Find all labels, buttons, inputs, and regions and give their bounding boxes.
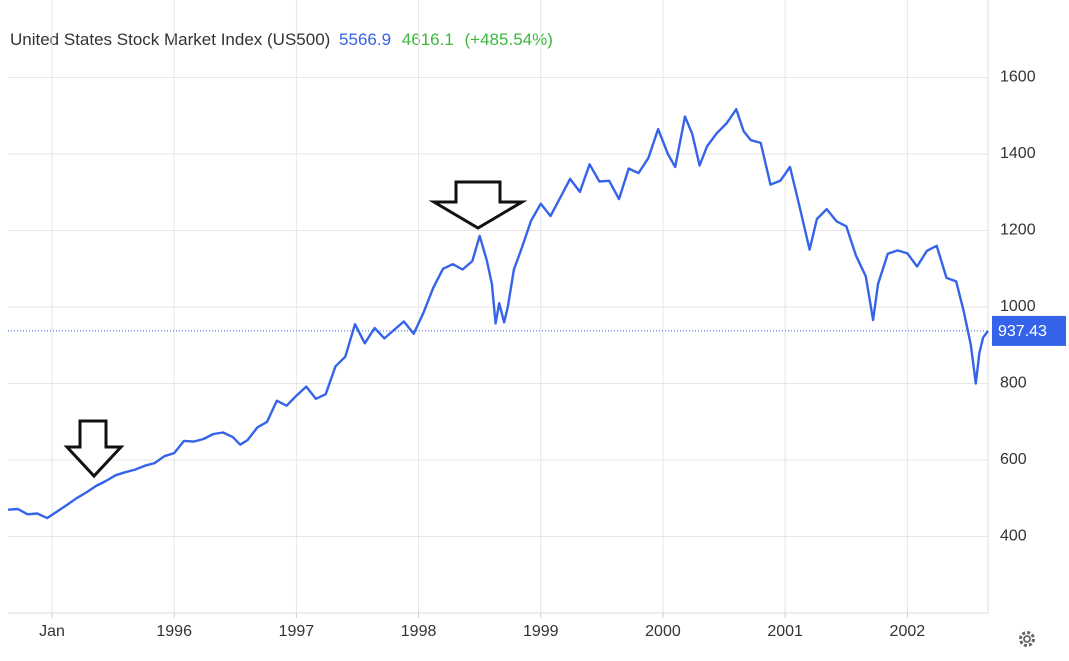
settings-icon[interactable] xyxy=(1019,631,1035,647)
x-tick-label: 2001 xyxy=(767,623,803,640)
annotation-arrow xyxy=(428,180,528,230)
x-tick-label: 2002 xyxy=(890,623,926,640)
y-tick-label: 1400 xyxy=(1000,145,1036,162)
last-value-box xyxy=(992,315,1066,346)
stat-value: 5566.9 xyxy=(339,30,392,49)
x-tick-label: 1997 xyxy=(279,623,315,640)
stat-value: 4616.1 xyxy=(401,30,454,49)
y-tick-label: 1000 xyxy=(1000,298,1036,315)
x-tick-label: 1996 xyxy=(156,623,192,640)
y-tick-label: 400 xyxy=(1000,528,1027,545)
x-tick-label: 1998 xyxy=(401,623,437,640)
annotation-arrow xyxy=(63,419,125,479)
price-line xyxy=(7,108,989,520)
x-tick-label: 2000 xyxy=(645,623,681,640)
y-tick-label: 1200 xyxy=(1000,222,1036,239)
x-tick-label: Jan xyxy=(39,623,65,640)
stat-change: (+485.54%) xyxy=(464,30,553,49)
y-tick-label: 600 xyxy=(1000,451,1027,468)
chart-title: United States Stock Market Index (US500) xyxy=(10,30,331,49)
x-tick-label: 1999 xyxy=(523,623,559,640)
y-tick-label: 1600 xyxy=(1000,69,1036,86)
chart-header: United States Stock Market Index (US500)… xyxy=(10,30,553,50)
last-value-label: 937.43 xyxy=(998,323,1047,340)
y-tick-label: 800 xyxy=(1000,375,1027,392)
